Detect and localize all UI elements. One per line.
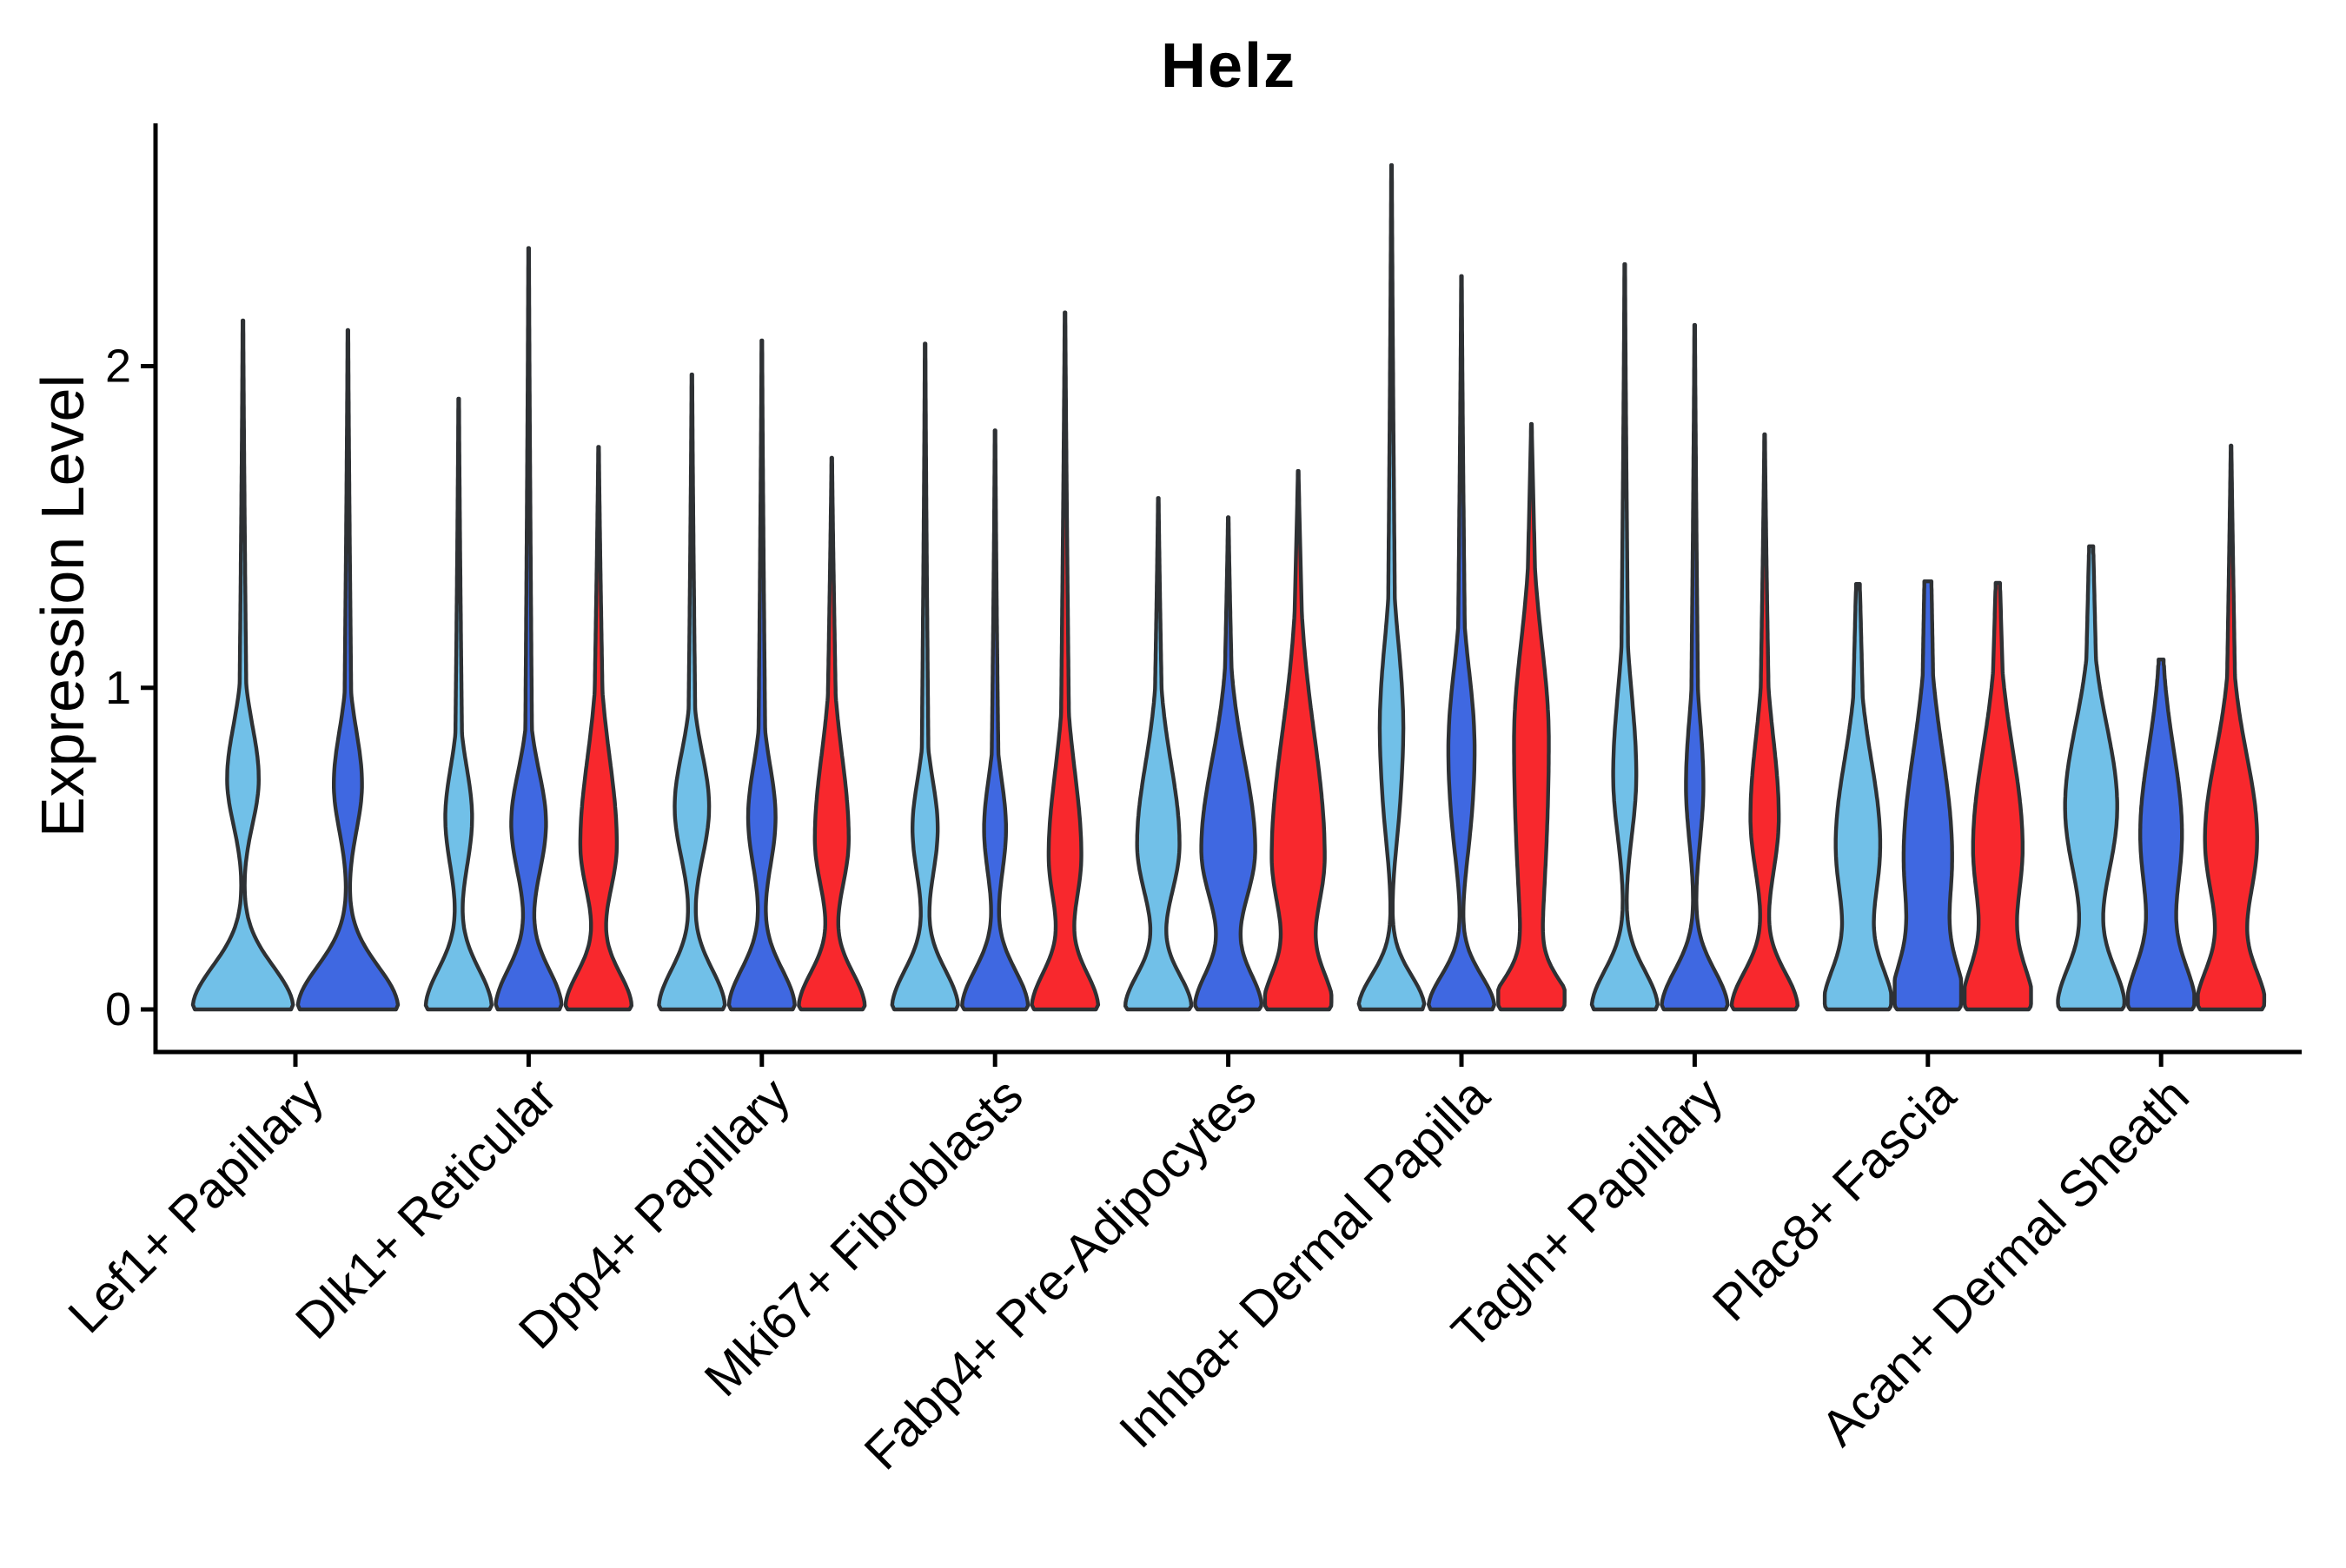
svg-text:1: 1 [105,662,131,714]
svg-text:Helz: Helz [1161,31,1296,101]
svg-text:0: 0 [105,983,131,1035]
svg-text:2: 2 [105,341,131,393]
svg-text:Expression Level: Expression Level [29,374,96,837]
